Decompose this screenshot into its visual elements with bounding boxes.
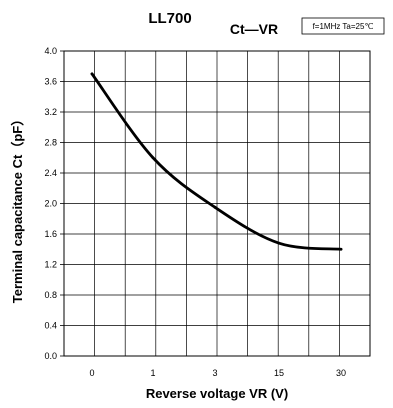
series-group <box>90 72 343 251</box>
x-tick-label: 1 <box>150 368 155 378</box>
y-tick-label: 4.0 <box>44 46 57 56</box>
conditions-box <box>301 17 385 35</box>
x-tick-label: 15 <box>274 368 284 378</box>
plot-frame <box>63 50 371 357</box>
y-tick-label: 0.4 <box>44 321 57 331</box>
y-tick-label: 0.8 <box>44 290 57 300</box>
y-tick-label: 1.6 <box>44 229 57 239</box>
x-tick-label: 3 <box>212 368 217 378</box>
chart-subtitle: Ct—VR <box>230 21 278 37</box>
x-tick-label: 0 <box>89 368 94 378</box>
y-tick-label: 3.6 <box>44 77 57 87</box>
y-tick-label: 2.4 <box>44 168 57 178</box>
series-line <box>90 72 343 251</box>
chart-title: LL700 <box>148 10 191 27</box>
data-point <box>277 241 281 245</box>
data-point <box>90 72 94 76</box>
y-tick-labels: 0.0 0.4 0.8 1.2 1.6 2.0 2.4 2.8 3.2 3.6 4.0 <box>44 46 57 361</box>
conditions-label: f=1MHz Ta=25℃ <box>313 22 374 31</box>
y-tick-label: 2.0 <box>44 199 57 209</box>
y-axis-label: Terminal capacitance Ct（pF） <box>10 113 25 303</box>
data-point <box>339 247 343 251</box>
y-tick-label: 1.2 <box>44 260 57 270</box>
y-tick-label: 3.2 <box>44 107 57 117</box>
y-tick-label: 0.0 <box>44 351 57 361</box>
y-tick-label: 2.8 <box>44 138 57 148</box>
x-tick-labels: 0 1 3 15 30 <box>89 368 346 378</box>
x-axis-label: Reverse voltage VR (V) <box>146 386 288 401</box>
x-tick-label: 30 <box>336 368 346 378</box>
data-point <box>213 205 217 209</box>
data-point <box>151 156 155 160</box>
